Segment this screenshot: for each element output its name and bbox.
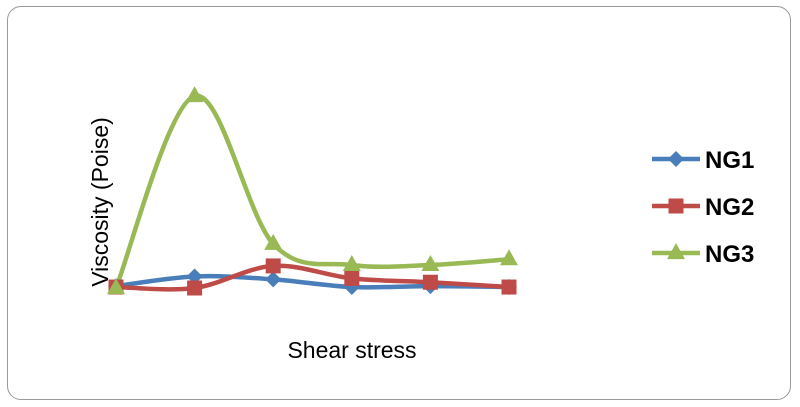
point-ng2-3	[265, 258, 281, 274]
legend-marker-ng3	[667, 243, 685, 260]
legend: NG1 NG2 NG3	[652, 147, 754, 268]
legend-label-ng1: NG1	[705, 147, 754, 174]
point-ng3-6	[500, 249, 518, 266]
point-ng2-6	[501, 279, 517, 295]
legend-item-ng1: NG1	[652, 147, 754, 174]
series-line-ng3	[113, 93, 512, 291]
series-layer	[107, 86, 518, 296]
legend-label-ng2: NG2	[705, 194, 754, 221]
point-ng3-1	[107, 278, 125, 295]
point-ng2-4	[344, 270, 360, 286]
legend-item-ng3: NG3	[652, 241, 754, 268]
point-ng2-2	[187, 280, 203, 296]
legend-marker-ng1	[668, 151, 684, 167]
point-ng3-2	[185, 86, 204, 103]
point-ng3-5	[421, 255, 440, 272]
point-ng1-2	[186, 268, 203, 285]
y-axis-title: Viscosity (Poise)	[87, 117, 113, 287]
x-axis-title: Shear stress	[287, 337, 416, 363]
point-ng3-4	[342, 255, 361, 272]
point-ng3-3	[264, 233, 283, 250]
legend-label-ng3: NG3	[705, 241, 754, 268]
chart-area	[7, 6, 791, 400]
legend-marker-ng2	[668, 198, 684, 214]
point-ng2-5	[422, 274, 438, 290]
legend-item-ng2: NG2	[652, 194, 754, 221]
point-ng1-3	[265, 271, 282, 288]
